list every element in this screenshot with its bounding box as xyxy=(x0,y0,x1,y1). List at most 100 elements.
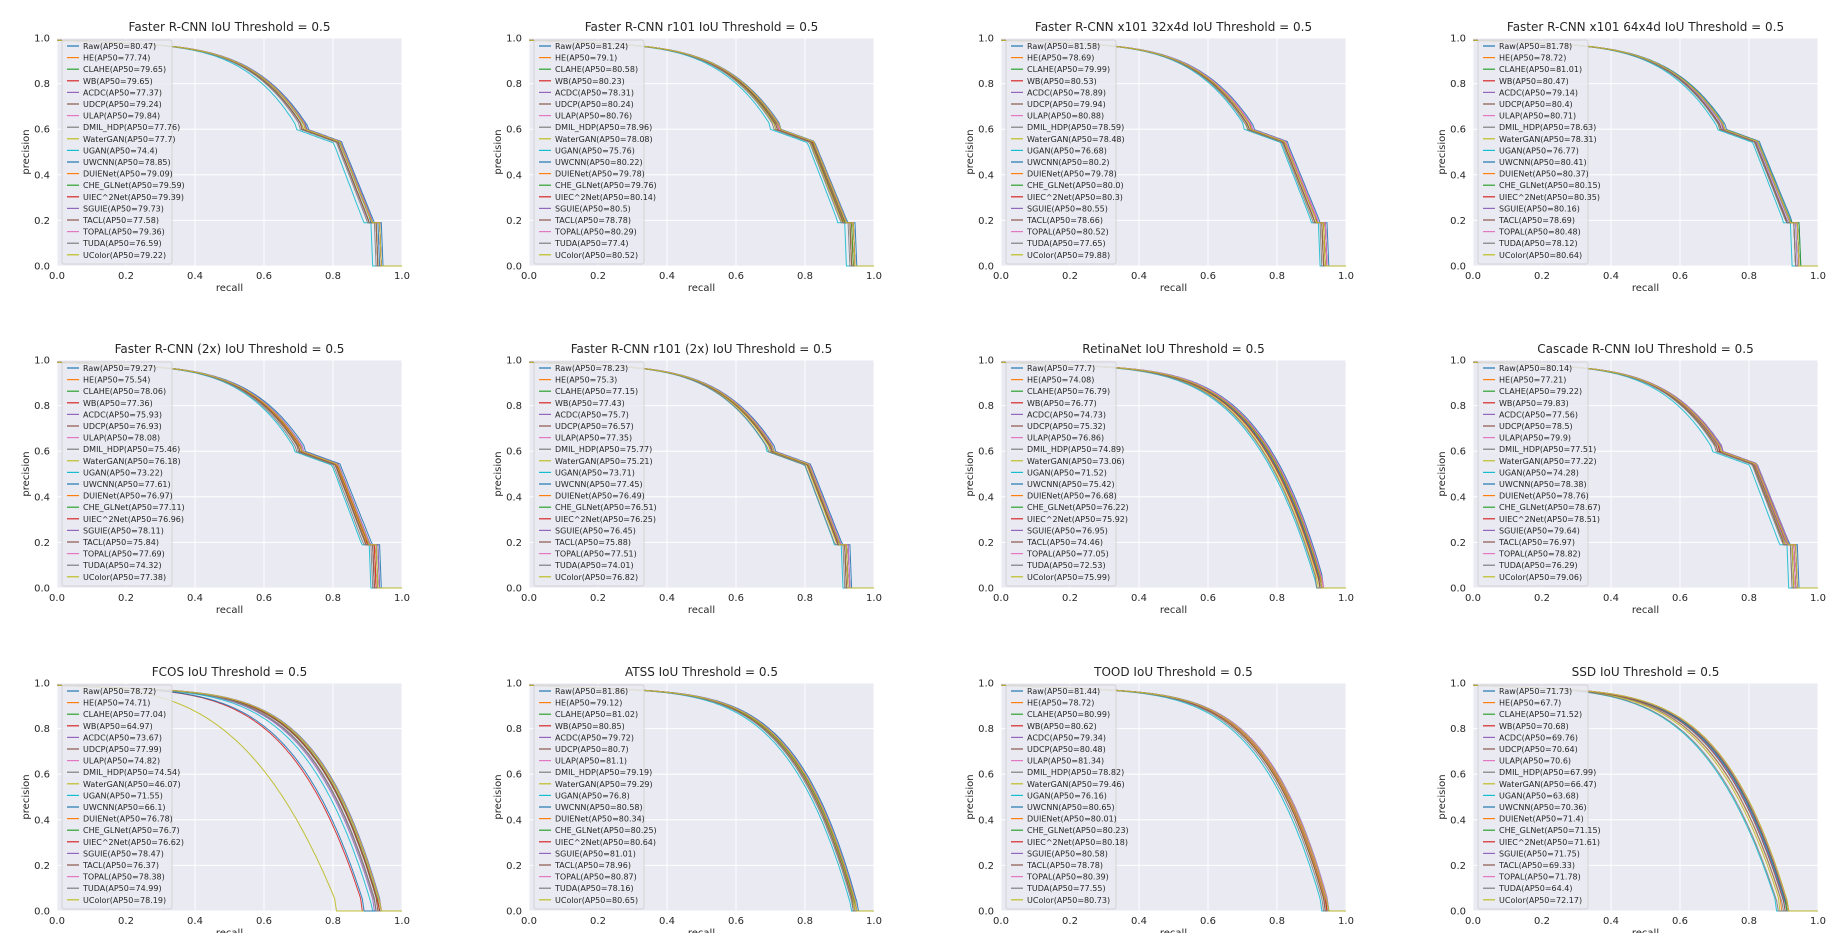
x-tick-label: 0.0 xyxy=(1465,916,1481,927)
legend-label: HE(AP50=77.74) xyxy=(83,54,150,63)
legend-label: WB(AP50=79.83) xyxy=(1499,399,1569,408)
legend-label: UGAN(AP50=71.52) xyxy=(1027,468,1107,477)
chart-title: Faster R-CNN x101 64x4d IoU Threshold = … xyxy=(1507,20,1784,34)
y-tick-label: 0.6 xyxy=(978,447,994,458)
y-tick-label: 0.2 xyxy=(34,861,50,872)
x-tick-label: 1.0 xyxy=(394,271,410,282)
x-tick-label: 0.0 xyxy=(521,271,537,282)
legend-label: UIEC^2Net(AP50=75.92) xyxy=(1027,515,1128,524)
x-tick-label: 0.0 xyxy=(993,593,1009,604)
y-tick-label: 0.4 xyxy=(1450,170,1466,181)
legend-label: CHE_GLNet(AP50=79.76) xyxy=(555,181,657,190)
legend-label: DMIL_HDP(AP50=75.46) xyxy=(83,445,180,454)
legend-box xyxy=(61,361,173,587)
subplot-3: 0.00.0 0.2 0.2 0.4 0.4 0.6 0.6 0.8 0.8 1.0 1.0 Fast… xyxy=(965,20,1354,294)
legend-label: CHE_GLNet(AP50=80.0) xyxy=(1027,181,1124,190)
x-tick-label: 0.4 xyxy=(187,593,203,604)
x-tick-label: 0.0 xyxy=(993,916,1009,927)
legend-label: UWCNN(AP50=78.38) xyxy=(1499,480,1587,489)
legend-label: DMIL_HDP(AP50=67.99) xyxy=(1499,768,1596,777)
x-tick-label: 0.8 xyxy=(1269,916,1285,927)
y-axis-label: precision xyxy=(493,451,504,496)
x-tick-label: 0.0 xyxy=(49,916,65,927)
legend-label: WaterGAN(AP50=77.7) xyxy=(83,135,176,144)
y-tick-label: 0.0 xyxy=(978,907,994,918)
legend-label: UIEC^2Net(AP50=71.61) xyxy=(1499,838,1600,847)
y-axis-label: precision xyxy=(21,129,32,174)
legend-label: CHE_GLNet(AP50=78.67) xyxy=(1499,503,1601,512)
legend-label: UIEC^2Net(AP50=78.51) xyxy=(1499,515,1600,524)
y-tick-label: 0.2 xyxy=(1450,538,1466,549)
legend-label: TOPAL(AP50=80.29) xyxy=(554,228,637,237)
x-tick-label: 0.2 xyxy=(118,916,134,927)
x-axis-label: recall xyxy=(1160,928,1187,933)
legend-label: TUDA(AP50=78.12) xyxy=(1498,239,1578,248)
y-tick-label: 0.4 xyxy=(506,170,522,181)
legend-label: TUDA(AP50=74.01) xyxy=(554,561,634,570)
x-tick-label: 0.8 xyxy=(1741,271,1757,282)
legend-label: UColor(AP50=80.52) xyxy=(555,251,638,260)
y-tick-label: 0.8 xyxy=(978,79,994,90)
x-tick-label: 0.2 xyxy=(118,593,134,604)
subplot-8: 0.00.0 0.2 0.2 0.4 0.4 0.6 0.6 0.8 0.8 1.0 1.0 Casc… xyxy=(1437,342,1826,616)
y-tick-label: 0.0 xyxy=(506,907,522,918)
legend-label: CLAHE(AP50=79.22) xyxy=(1499,387,1582,396)
legend-label: UDCP(AP50=76.93) xyxy=(83,422,162,431)
y-tick-label: 0.4 xyxy=(34,492,50,503)
legend-label: UGAN(AP50=73.71) xyxy=(555,468,635,477)
x-axis-label: recall xyxy=(1160,283,1187,294)
legend-label: ACDC(AP50=78.31) xyxy=(555,88,634,97)
legend-label: CLAHE(AP50=76.79) xyxy=(1027,387,1110,396)
legend-label: WB(AP50=79.65) xyxy=(83,77,153,86)
y-tick-label: 1.0 xyxy=(34,34,50,45)
legend-label: SGUIE(AP50=78.11) xyxy=(83,526,164,535)
legend-label: SGUIE(AP50=80.58) xyxy=(1027,849,1108,858)
legend-box xyxy=(61,39,173,265)
legend-label: WB(AP50=77.43) xyxy=(555,399,625,408)
legend-label: TACL(AP50=78.96) xyxy=(554,861,631,870)
legend-label: ACDC(AP50=75.93) xyxy=(83,410,162,419)
legend-label: UWCNN(AP50=75.42) xyxy=(1027,480,1115,489)
subplot-6: 0.00.0 0.2 0.2 0.4 0.4 0.6 0.6 0.8 0.8 1.0 1.0 Fast… xyxy=(493,342,882,616)
subplot-5: 0.00.0 0.2 0.2 0.4 0.4 0.6 0.6 0.8 0.8 1.0 1.0 Fast… xyxy=(21,342,410,616)
legend-label: UIEC^2Net(AP50=76.25) xyxy=(555,515,656,524)
legend-label: ULAP(AP50=78.08) xyxy=(83,434,160,443)
x-tick-label: 0.2 xyxy=(1062,593,1078,604)
legend-label: WB(AP50=76.77) xyxy=(1027,399,1097,408)
x-axis-label: recall xyxy=(216,928,243,933)
legend-label: SGUIE(AP50=80.16) xyxy=(1499,204,1580,213)
legend-label: ULAP(AP50=77.35) xyxy=(555,434,632,443)
legend-label: HE(AP50=78.69) xyxy=(1027,54,1094,63)
y-tick-label: 0.8 xyxy=(506,401,522,412)
chart-title: Faster R-CNN r101 (2x) IoU Threshold = 0… xyxy=(571,342,833,356)
x-axis-label: recall xyxy=(1632,605,1659,616)
legend-box xyxy=(1477,361,1589,587)
y-tick-label: 0.0 xyxy=(34,584,50,595)
subplot-9: 0.00.0 0.2 0.2 0.4 0.4 0.6 0.6 0.8 0.8 1.0 1.0 FCOS… xyxy=(21,665,410,937)
x-tick-label: 0.6 xyxy=(256,271,272,282)
legend-label: DUIENet(AP50=80.34) xyxy=(555,815,645,824)
legend-label: DUIENet(AP50=71.4) xyxy=(1499,815,1584,824)
y-axis-label: precision xyxy=(21,774,32,819)
legend-label: UGAN(AP50=76.16) xyxy=(1027,791,1107,800)
y-tick-label: 1.0 xyxy=(506,34,522,45)
legend-label: UIEC^2Net(AP50=80.64) xyxy=(555,838,656,847)
y-tick-label: 0.6 xyxy=(34,770,50,781)
x-tick-label: 0.6 xyxy=(1200,271,1216,282)
x-tick-label: 1.0 xyxy=(394,593,410,604)
x-axis-label: recall xyxy=(1632,283,1659,294)
legend-label: UDCP(AP50=80.7) xyxy=(555,745,629,754)
y-tick-label: 0.6 xyxy=(978,770,994,781)
legend: Raw(AP50=81.44) HE(AP50=78.72) CLAHE(AP50=… xyxy=(1005,684,1129,910)
legend-label: UGAN(AP50=63.68) xyxy=(1499,791,1579,800)
y-axis-label: precision xyxy=(1437,774,1448,819)
pr-curves xyxy=(1473,39,1818,267)
y-axis-label: precision xyxy=(965,774,976,819)
legend-label: SGUIE(AP50=76.95) xyxy=(1027,526,1108,535)
legend-box xyxy=(1005,361,1117,587)
legend-label: UDCP(AP50=80.4) xyxy=(1499,100,1573,109)
legend-label: CHE_GLNet(AP50=71.15) xyxy=(1499,826,1601,835)
y-tick-label: 0.6 xyxy=(1450,125,1466,136)
y-tick-label: 0.2 xyxy=(1450,216,1466,227)
legend-label: UColor(AP50=77.38) xyxy=(83,573,166,582)
